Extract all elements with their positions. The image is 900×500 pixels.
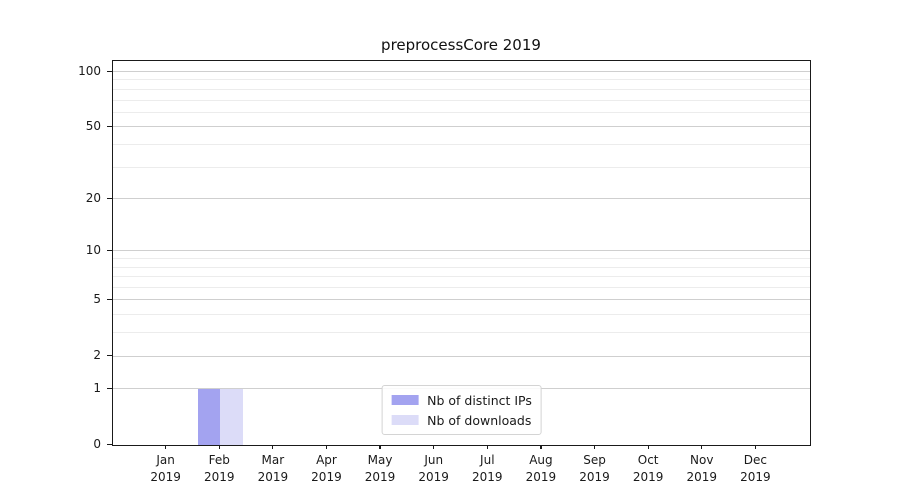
major-gridline (113, 355, 810, 357)
x-tick-label: Sep 2019 (565, 452, 625, 485)
y-tick-label: 50 (85, 118, 101, 133)
x-tick-month: Sep (583, 453, 606, 467)
x-tick-year: 2019 (257, 469, 289, 484)
y-tick-mark (107, 197, 112, 199)
y-tick-mark (107, 249, 112, 252)
x-tick-mark (165, 445, 167, 450)
x-tick-mark (486, 445, 488, 450)
x-tick-mark (218, 445, 220, 450)
minor-gridline (113, 143, 810, 145)
minor-gridline (113, 258, 810, 260)
x-tick-label: Oct 2019 (618, 452, 678, 485)
bar-downloads (220, 388, 243, 445)
x-tick-year: 2019 (525, 469, 557, 484)
minor-gridline (113, 88, 810, 90)
x-tick-year: 2019 (632, 469, 664, 484)
x-tick-mark (379, 445, 381, 450)
x-tick-label: Dec 2019 (725, 452, 785, 485)
minor-gridline (113, 111, 810, 113)
x-tick-year: 2019 (364, 469, 396, 484)
x-tick-mark (647, 445, 649, 450)
x-tick-month: Oct (637, 453, 659, 467)
minor-gridline (113, 79, 810, 81)
x-tick-year: 2019 (579, 469, 610, 484)
x-tick-label: May 2019 (350, 452, 410, 485)
x-tick-mark (272, 445, 274, 450)
y-tick-label: 2 (93, 348, 101, 363)
x-tick-year: 2019 (418, 469, 449, 484)
major-gridline (113, 126, 810, 128)
x-tick-label: Apr 2019 (296, 452, 356, 485)
x-tick-label: Jan 2019 (136, 452, 196, 485)
x-tick-label: Jul 2019 (457, 452, 517, 485)
x-tick-label: Jun 2019 (404, 452, 464, 485)
major-gridline (113, 250, 810, 252)
y-tick-mark (107, 125, 112, 127)
major-gridline (113, 71, 810, 72)
x-tick-mark (325, 445, 328, 450)
legend-swatch-distinct-ips (391, 395, 419, 405)
x-tick-year: 2019 (686, 469, 718, 484)
y-tick-mark (107, 70, 112, 72)
bar-distinct-ips (197, 388, 221, 445)
legend-label-distinct-ips: Nb of distinct IPs (427, 392, 532, 408)
legend-entry-downloads: Nb of downloads (391, 411, 532, 429)
x-tick-mark (540, 445, 542, 450)
y-tick-label: 20 (85, 190, 101, 205)
y-tick-label: 100 (78, 63, 101, 78)
legend: Nb of distinct IPs Nb of downloads (381, 385, 542, 435)
minor-gridline (113, 314, 810, 316)
x-tick-year: 2019 (150, 469, 181, 484)
x-tick-year: 2019 (311, 469, 342, 484)
y-tick-label: 5 (93, 291, 101, 306)
y-tick-mark (107, 387, 112, 390)
legend-entry-distinct-ips: Nb of distinct IPs (391, 391, 532, 409)
y-tick-label: 1 (93, 380, 101, 395)
x-tick-label: Mar 2019 (243, 452, 303, 485)
y-tick-mark (107, 298, 112, 301)
x-tick-month: Jun (424, 453, 444, 467)
minor-gridline (113, 99, 810, 101)
x-tick-month: Nov (690, 453, 714, 467)
x-tick-year: 2019 (740, 469, 771, 484)
chart-title: preprocessCore 2019 (381, 36, 541, 54)
x-tick-label: Feb 2019 (189, 452, 249, 485)
y-tick-mark (107, 444, 112, 446)
x-tick-month: Apr (316, 453, 337, 467)
x-tick-year: 2019 (472, 469, 503, 484)
x-tick-month: Aug (529, 453, 553, 467)
legend-label-downloads: Nb of downloads (427, 412, 532, 428)
x-tick-month: Feb (208, 453, 230, 467)
y-tick-label: 10 (85, 242, 101, 257)
x-tick-month: May (367, 453, 393, 467)
x-tick-mark (593, 445, 596, 450)
x-tick-month: Jul (480, 453, 495, 467)
x-tick-mark (433, 445, 435, 450)
minor-gridline (113, 332, 810, 334)
minor-gridline (113, 287, 810, 289)
x-tick-month: Jan (156, 453, 175, 467)
x-tick-year: 2019 (203, 469, 235, 484)
major-gridline (113, 299, 810, 301)
y-tick-mark (107, 355, 112, 357)
y-tick-label: 0 (93, 437, 101, 451)
x-tick-label: Aug 2019 (511, 452, 571, 485)
plot-area: Nb of distinct IPs Nb of downloads (112, 60, 811, 446)
minor-gridline (113, 266, 810, 268)
minor-gridline (113, 276, 810, 278)
legend-swatch-downloads (391, 415, 419, 425)
major-gridline (113, 198, 810, 200)
minor-gridline (113, 166, 810, 168)
x-tick-month: Dec (743, 453, 767, 467)
x-tick-label: Nov 2019 (672, 452, 732, 485)
x-tick-mark (754, 445, 756, 450)
x-tick-month: Mar (261, 453, 285, 467)
x-tick-mark (701, 445, 703, 450)
